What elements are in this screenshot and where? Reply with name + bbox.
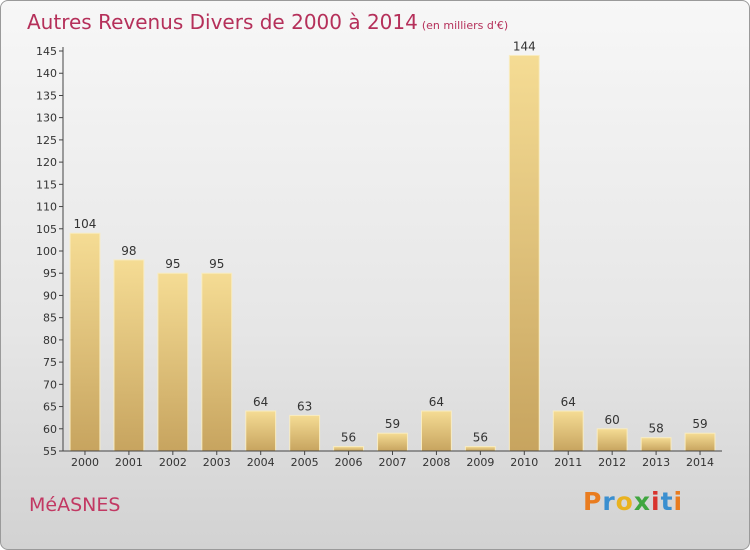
proxiti-logo: Proxiti bbox=[583, 487, 683, 516]
bar-2007 bbox=[377, 432, 408, 452]
bar-value-label: 63 bbox=[297, 399, 312, 413]
bar-2001 bbox=[113, 259, 145, 452]
bar-value-label: 98 bbox=[121, 244, 136, 258]
commune-name: MéASNES bbox=[29, 494, 121, 516]
logo-letter: i bbox=[651, 487, 661, 516]
bar-value-label: 144 bbox=[513, 39, 536, 53]
x-tick-label: 2012 bbox=[598, 456, 626, 469]
logo-letter: i bbox=[673, 487, 684, 516]
y-tick-label: 75 bbox=[43, 356, 57, 369]
y-tick-label: 85 bbox=[43, 312, 57, 325]
x-tick-label: 2002 bbox=[159, 456, 187, 469]
x-tick-label: 2010 bbox=[510, 456, 538, 469]
bar-2009 bbox=[464, 446, 496, 452]
y-tick-label: 125 bbox=[36, 134, 57, 147]
logo-letter: o bbox=[615, 487, 634, 516]
bar-value-label: 95 bbox=[165, 257, 180, 271]
x-tick-label: 2000 bbox=[71, 456, 99, 469]
y-tick-label: 100 bbox=[36, 245, 57, 258]
bar-2003 bbox=[201, 272, 233, 452]
logo-letter: P bbox=[583, 487, 603, 516]
y-tick-label: 105 bbox=[36, 223, 57, 236]
x-tick-label: 2014 bbox=[686, 456, 714, 469]
x-tick-label: 2011 bbox=[554, 456, 582, 469]
bar-2002 bbox=[157, 272, 189, 452]
bar-value-label: 95 bbox=[209, 257, 224, 271]
x-tick-label: 2005 bbox=[291, 456, 319, 469]
bar-value-label: 104 bbox=[74, 217, 97, 231]
bar-value-label: 64 bbox=[561, 395, 576, 409]
bar-value-label: 59 bbox=[385, 417, 400, 431]
y-tick-label: 120 bbox=[36, 156, 57, 169]
y-tick-label: 80 bbox=[43, 334, 57, 347]
chart-title-block: Autres Revenus Divers de 2000 à 2014 (en … bbox=[27, 10, 508, 34]
bar-2013 bbox=[640, 437, 672, 452]
bar-2014 bbox=[684, 432, 716, 452]
logo-letter: r bbox=[602, 487, 616, 516]
y-tick-label: 90 bbox=[43, 289, 57, 302]
y-tick-label: 110 bbox=[36, 201, 57, 214]
bar-value-label: 56 bbox=[341, 431, 356, 445]
y-tick-label: 115 bbox=[36, 178, 57, 191]
bar-value-label: 64 bbox=[253, 395, 268, 409]
x-tick-label: 2008 bbox=[422, 456, 450, 469]
x-tick-label: 2009 bbox=[466, 456, 494, 469]
chart-unit: (en milliers d'€) bbox=[421, 19, 509, 32]
bar-2005 bbox=[289, 414, 321, 452]
bar-2010 bbox=[508, 54, 540, 452]
bar-value-label: 56 bbox=[473, 431, 488, 445]
bar-value-label: 64 bbox=[429, 395, 444, 409]
chart-title: Autres Revenus Divers de 2000 à 2014 bbox=[27, 10, 418, 34]
y-tick-label: 135 bbox=[36, 89, 57, 102]
x-tick-label: 2004 bbox=[247, 456, 275, 469]
bar-value-label: 59 bbox=[692, 417, 707, 431]
y-tick-label: 95 bbox=[43, 267, 57, 280]
bar-2011 bbox=[552, 410, 584, 452]
bar-value-label: 58 bbox=[648, 422, 663, 436]
y-tick-label: 130 bbox=[36, 112, 57, 125]
logo-letter: x bbox=[633, 487, 651, 516]
x-tick-label: 2013 bbox=[642, 456, 670, 469]
x-tick-label: 2006 bbox=[335, 456, 363, 469]
bar-2000 bbox=[69, 232, 101, 452]
x-tick-label: 2001 bbox=[115, 456, 143, 469]
y-tick-label: 145 bbox=[36, 45, 57, 58]
logo-letter: t bbox=[660, 487, 674, 516]
y-tick-label: 140 bbox=[36, 67, 57, 80]
bar-2008 bbox=[420, 410, 452, 452]
y-tick-label: 55 bbox=[43, 445, 57, 458]
bar-2012 bbox=[596, 428, 628, 452]
x-tick-label: 2003 bbox=[203, 456, 231, 469]
x-tick-label: 2007 bbox=[379, 456, 407, 469]
bar-value-label: 60 bbox=[605, 413, 620, 427]
y-tick-label: 60 bbox=[43, 423, 57, 436]
y-tick-label: 70 bbox=[43, 378, 57, 391]
y-tick-label: 65 bbox=[43, 401, 57, 414]
bar-2006 bbox=[333, 446, 365, 452]
bar-2004 bbox=[245, 410, 277, 452]
